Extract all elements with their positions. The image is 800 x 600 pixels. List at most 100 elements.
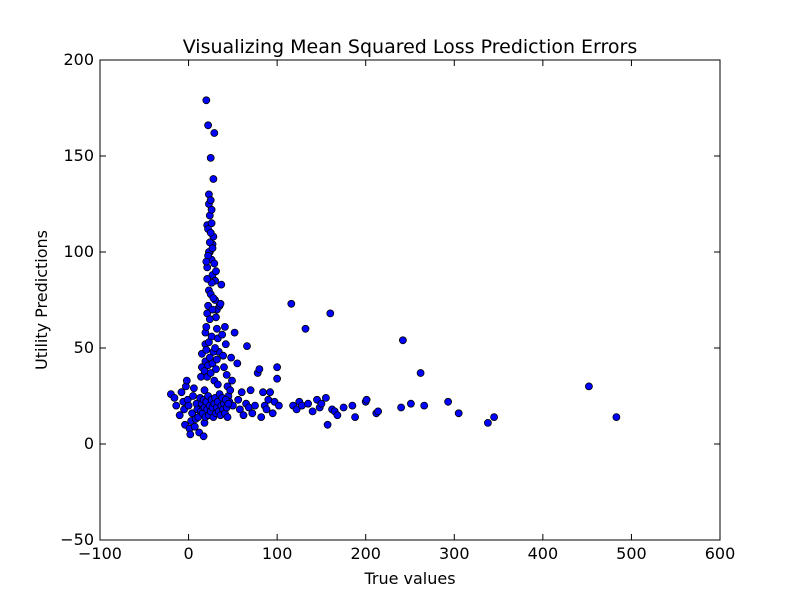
data-point xyxy=(177,388,186,397)
data-point xyxy=(317,399,326,408)
data-point xyxy=(208,244,217,253)
axis-tick-labels: −100 0 100 200 300 400 500 600 −50 0 50 100 150 200 xyxy=(60,50,735,563)
data-point xyxy=(230,328,239,337)
data-point xyxy=(206,369,215,377)
y-tick-label: 100 xyxy=(63,242,94,261)
x-tick-label: 0 xyxy=(183,544,193,563)
data-point xyxy=(287,299,296,308)
data-point xyxy=(259,388,267,397)
data-point xyxy=(189,384,198,393)
data-point xyxy=(212,355,221,364)
y-tick-label: 50 xyxy=(74,338,94,357)
data-points xyxy=(166,96,621,441)
x-tick-label: −100 xyxy=(78,544,122,563)
data-point xyxy=(398,336,407,345)
x-tick-label: 200 xyxy=(350,544,381,563)
data-point xyxy=(220,322,229,331)
x-tick-label: 300 xyxy=(439,544,470,563)
data-point xyxy=(243,342,251,351)
data-point xyxy=(184,401,193,410)
data-point xyxy=(585,382,593,391)
data-point xyxy=(304,399,313,408)
data-point xyxy=(246,386,255,395)
data-point xyxy=(209,175,218,183)
data-point xyxy=(235,405,244,414)
data-point xyxy=(205,315,214,324)
data-point xyxy=(207,205,216,214)
data-point xyxy=(212,267,220,276)
data-point xyxy=(362,395,371,404)
data-point xyxy=(223,413,232,422)
data-point xyxy=(255,365,264,374)
plot-area xyxy=(99,59,721,541)
data-point xyxy=(301,324,310,333)
data-point xyxy=(224,399,233,408)
data-point xyxy=(207,219,216,228)
data-point xyxy=(333,411,342,420)
x-tick-label: 600 xyxy=(705,544,736,563)
x-axis-label: True values xyxy=(363,569,455,588)
data-point xyxy=(200,386,209,395)
data-point xyxy=(420,401,429,410)
y-tick-label: 150 xyxy=(63,146,94,165)
data-point xyxy=(206,228,215,237)
data-point xyxy=(216,299,225,308)
data-point xyxy=(233,359,242,368)
data-point xyxy=(274,401,283,410)
data-point xyxy=(483,418,492,427)
data-point xyxy=(251,401,259,410)
data-point xyxy=(490,413,499,422)
data-point xyxy=(220,363,228,372)
data-point xyxy=(321,393,330,402)
data-point xyxy=(308,407,317,416)
data-point xyxy=(206,153,215,162)
data-point xyxy=(206,196,215,205)
data-point xyxy=(374,407,383,416)
data-point xyxy=(170,393,179,402)
data-point xyxy=(339,403,348,412)
data-point xyxy=(416,369,425,377)
data-point xyxy=(228,376,236,385)
data-point xyxy=(203,274,212,283)
data-point xyxy=(257,413,266,422)
data-point xyxy=(612,413,621,422)
data-point xyxy=(207,332,216,341)
data-point xyxy=(212,365,220,374)
y-axis-label: Utility Predictions xyxy=(32,230,51,370)
data-point xyxy=(213,380,222,389)
data-point xyxy=(204,121,213,130)
data-point xyxy=(175,411,184,420)
data-point xyxy=(348,401,357,410)
data-point xyxy=(444,397,453,406)
data-point xyxy=(217,280,226,289)
data-point xyxy=(397,403,406,412)
data-point xyxy=(218,330,227,339)
data-point xyxy=(209,294,218,303)
chart-title: Visualizing Mean Squared Loss Prediction… xyxy=(183,36,638,58)
y-tick-label: 0 xyxy=(84,434,94,453)
data-point xyxy=(202,345,211,354)
data-point xyxy=(273,374,282,383)
data-point xyxy=(182,376,191,385)
data-point xyxy=(172,401,181,410)
data-point xyxy=(326,309,335,318)
data-point xyxy=(248,409,257,418)
data-point xyxy=(208,305,217,314)
data-point xyxy=(266,388,275,397)
data-point xyxy=(323,420,332,429)
data-point xyxy=(212,324,221,333)
data-point xyxy=(211,344,220,352)
data-point xyxy=(221,340,230,349)
data-point xyxy=(273,363,282,372)
plot-border xyxy=(99,59,721,541)
data-point xyxy=(202,257,211,266)
data-point xyxy=(219,351,228,360)
data-point xyxy=(210,259,219,268)
data-point xyxy=(188,409,197,418)
data-point xyxy=(222,370,231,379)
data-point xyxy=(202,96,211,105)
y-tick-label: −50 xyxy=(60,530,94,549)
data-point xyxy=(237,388,246,397)
data-point xyxy=(210,129,219,137)
